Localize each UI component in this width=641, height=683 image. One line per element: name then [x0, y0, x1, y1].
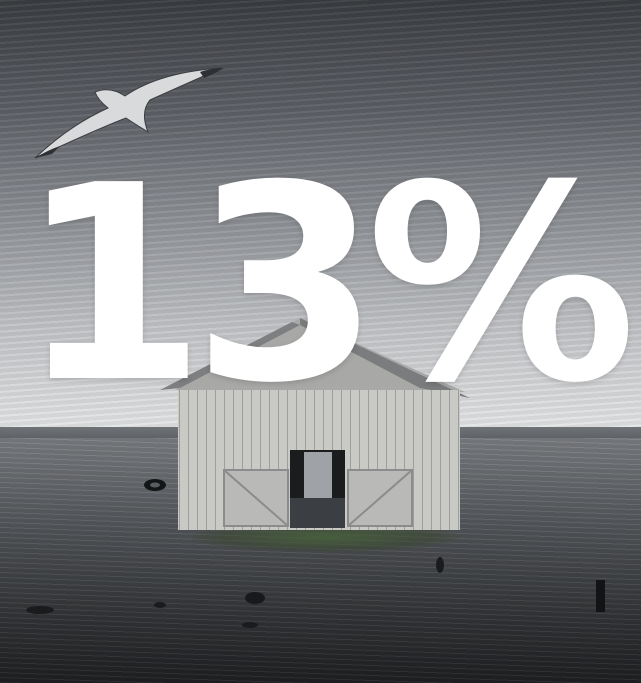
- barn: [160, 318, 470, 530]
- seagull: [34, 67, 224, 159]
- percentage-headline: 13%: [18, 127, 636, 442]
- tire: [144, 479, 166, 491]
- debris: [26, 557, 605, 628]
